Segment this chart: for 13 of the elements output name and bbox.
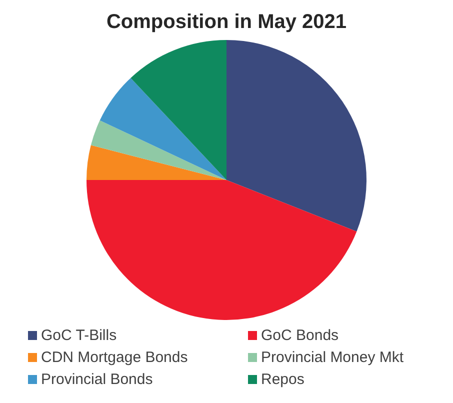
- pie-slice: [86, 145, 226, 180]
- legend-label: Provincial Bonds: [41, 370, 153, 388]
- chart-title: Composition in May 2021: [106, 11, 347, 33]
- legend-label: GoC T-Bills: [41, 326, 117, 344]
- pie-slice: [90, 120, 226, 180]
- legend-label: Provincial Money Mkt: [261, 348, 404, 366]
- pie-slice: [100, 78, 226, 180]
- pie-slice: [130, 40, 226, 180]
- legend-label: GoC Bonds: [261, 326, 339, 344]
- legend-label: Repos: [261, 370, 304, 388]
- legend-label: CDN Mortgage Bonds: [41, 348, 188, 366]
- pie-slice: [86, 180, 357, 320]
- pie-slice: [226, 40, 366, 232]
